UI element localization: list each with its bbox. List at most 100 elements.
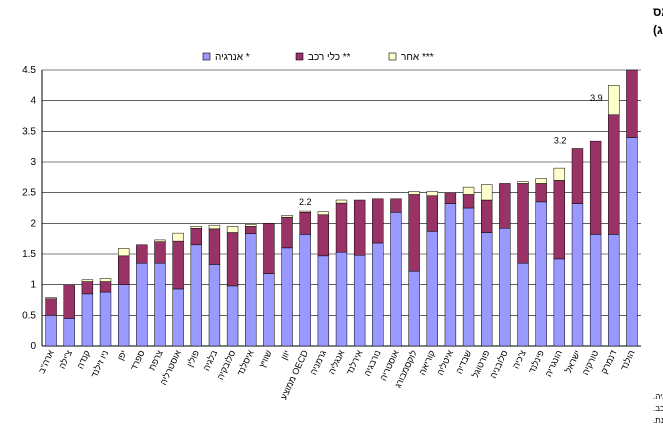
bar-segment: [154, 262, 166, 347]
bar-segment: [517, 183, 529, 264]
chart-title: איור 1: תקבולי הממשלה הרחבה ממסים סביבתי…: [653, 5, 663, 19]
bar-segment: [535, 178, 547, 184]
bar-segment: [571, 203, 584, 347]
bar-segment: [462, 194, 475, 209]
bar-segment: [462, 207, 475, 347]
bar-segment: [63, 284, 75, 319]
bar-segment: [499, 183, 511, 229]
bar-segment: [426, 231, 438, 347]
bar-segment: [281, 216, 293, 249]
bar-segment: [190, 226, 202, 229]
y-tick-label: 4: [30, 96, 36, 107]
y-tick-label: 4.5: [22, 65, 36, 76]
x-tick-label: צ'ילה: [57, 349, 74, 371]
x-tick-label: פולין: [185, 349, 201, 369]
annotation: 2.2: [299, 197, 312, 207]
bar-segment: [353, 199, 366, 256]
bar-segment: [317, 255, 330, 347]
bar-segment: [553, 180, 566, 260]
x-tick-label: צ'כיה: [511, 349, 528, 371]
y-tick-label: 2: [30, 218, 36, 229]
bar-segment: [63, 318, 75, 347]
annotation: 3.9: [590, 93, 603, 103]
x-tick-label: ארה"ב: [36, 348, 56, 375]
bar-segment: [517, 181, 529, 184]
bar-segment: [626, 137, 638, 347]
bar-segment: [99, 281, 112, 293]
bar-segment: [589, 140, 602, 235]
bar-segment: [117, 284, 130, 347]
bar-segment: [226, 232, 239, 287]
bar-segment: [45, 297, 57, 300]
bar-segment: [45, 298, 57, 316]
bar-segment: [390, 198, 402, 213]
bar-segment: [99, 291, 112, 347]
bar-segment: [263, 223, 275, 274]
x-tick-label: שוויץ: [257, 348, 274, 369]
bar-segment: [172, 232, 184, 242]
x-tick-label: איסלנד: [235, 348, 256, 377]
bar-segment: [226, 226, 239, 233]
bar-segment: [281, 247, 293, 347]
bar-segment: [444, 203, 457, 347]
x-tick-label: דנמרק: [599, 349, 619, 376]
bar-segment: [172, 240, 184, 290]
annotation: 3.2: [554, 136, 567, 146]
bar-segment: [99, 278, 112, 282]
bar-segment: [317, 214, 330, 257]
y-tick-label: 1.5: [22, 249, 36, 260]
bar-segment: [553, 167, 566, 181]
bar-segment: [245, 224, 257, 227]
legend-swatch: [202, 52, 211, 61]
footnote: ** - כולל מס קנייה ומכס על רכישת כלי רכב…: [653, 404, 663, 413]
x-tick-label: ספרד: [129, 349, 147, 372]
legend-label: כלי רכב **: [308, 51, 351, 63]
y-tick-label: 2.5: [22, 188, 36, 199]
footnote: *** - כולל בין היתר מס על ביוב, היטל הטמ…: [653, 416, 663, 425]
bar-segment: [299, 210, 311, 213]
bar-segment: [426, 195, 438, 232]
bar-segment: [589, 234, 602, 347]
bar-segment: [626, 69, 638, 138]
y-tick-label: 1: [30, 280, 36, 291]
bar-segment: [372, 242, 384, 347]
legend-label: אנרגיה *: [215, 52, 250, 63]
bar-segment: [226, 285, 239, 347]
bar-segment: [154, 241, 166, 264]
bar-segment: [136, 262, 148, 347]
bar-segment: [117, 255, 130, 285]
footnote: * - כולל מסים על דלקים לכלי רכב ולתעשייה…: [653, 392, 663, 401]
bar-segment: [426, 191, 438, 196]
x-tick-label: אנגליה: [327, 348, 347, 376]
x-tick-label: יפן: [115, 349, 128, 362]
bar-segment: [408, 194, 420, 272]
bar-segment: [190, 227, 202, 246]
bar-segment: [281, 215, 293, 218]
chart-subtitle: (אחוזים מהתמ"ג): [653, 23, 663, 37]
x-tick-label: בלגיה: [201, 348, 219, 372]
bar-segment: [208, 228, 221, 265]
bar-segment: [608, 234, 620, 347]
bar-segment: [154, 239, 166, 242]
x-tick-label: טורקיה: [580, 349, 600, 377]
bar-segment: [571, 148, 584, 204]
bar-segment: [317, 211, 330, 215]
bar-segment: [608, 114, 620, 235]
bar-segment: [535, 183, 547, 203]
bar-segment: [481, 184, 493, 201]
bar-segment: [81, 293, 94, 347]
bar-segment: [299, 212, 311, 235]
legend-swatch: [295, 52, 304, 61]
bar-segment: [444, 192, 457, 204]
bar-segment: [45, 315, 57, 347]
y-tick-label: 0: [30, 341, 36, 352]
x-tick-label: ניו זילנד: [89, 349, 110, 380]
bar-segment: [353, 254, 366, 347]
bar-segment: [117, 248, 130, 257]
bar-segment: [136, 244, 148, 264]
x-tick-label: שבדיה: [454, 348, 474, 375]
legend-label: אחר ***: [401, 52, 434, 63]
x-tick-label: קנדה: [75, 349, 92, 371]
x-tick-label: צרפת: [147, 349, 165, 372]
bar-segment: [553, 258, 566, 347]
